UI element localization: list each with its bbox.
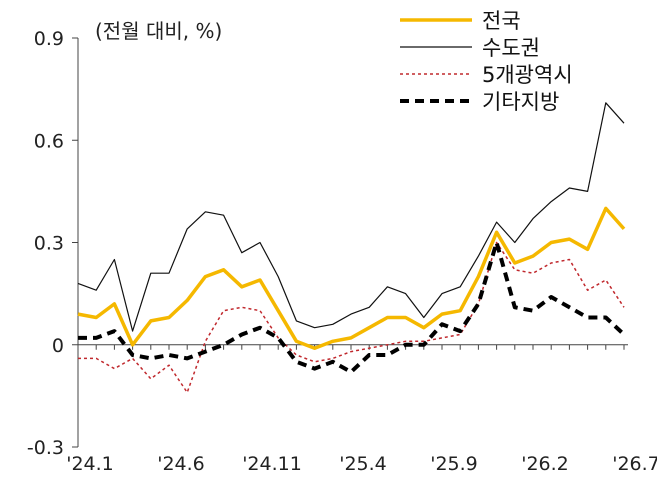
y-tick-label: 0.3 [34, 233, 64, 255]
series-layer [77, 102, 626, 394]
x-tick-label: '25.9 [430, 453, 478, 475]
y-tick-label: 0.6 [34, 130, 64, 152]
x-tick-label: '26.2 [521, 453, 569, 475]
y-axis: 0.9 0.6 0.3 0 -0.3 [27, 28, 79, 459]
series-line-3 [78, 241, 625, 394]
y-tick-label: 0 [52, 335, 64, 357]
legend-label-2: 수도권 [482, 36, 540, 60]
legend-label-4: 기타지방 [482, 90, 559, 114]
unit-label: (전월 대비, %) [95, 19, 222, 43]
x-tick-label: '25.4 [339, 453, 387, 475]
x-axis: '24.1 '24.6 '24.11 '25.4 '25.9 '26.2 '26.7 [66, 344, 657, 475]
x-tick-label: '26.7 [612, 453, 657, 475]
y-tick-label: -0.3 [27, 437, 64, 459]
series-line-4 [78, 240, 626, 374]
x-tick-label: '24.1 [66, 453, 114, 475]
legend-label-3: 5개광역시 [482, 63, 573, 87]
legend-label-1: 전국 [482, 9, 521, 33]
x-tick-label: '24.11 [242, 453, 302, 475]
series-line-1 [77, 206, 626, 350]
x-tick-label: '24.6 [157, 453, 205, 475]
y-tick-label: 0.9 [34, 28, 64, 50]
series-line-2 [77, 102, 625, 332]
